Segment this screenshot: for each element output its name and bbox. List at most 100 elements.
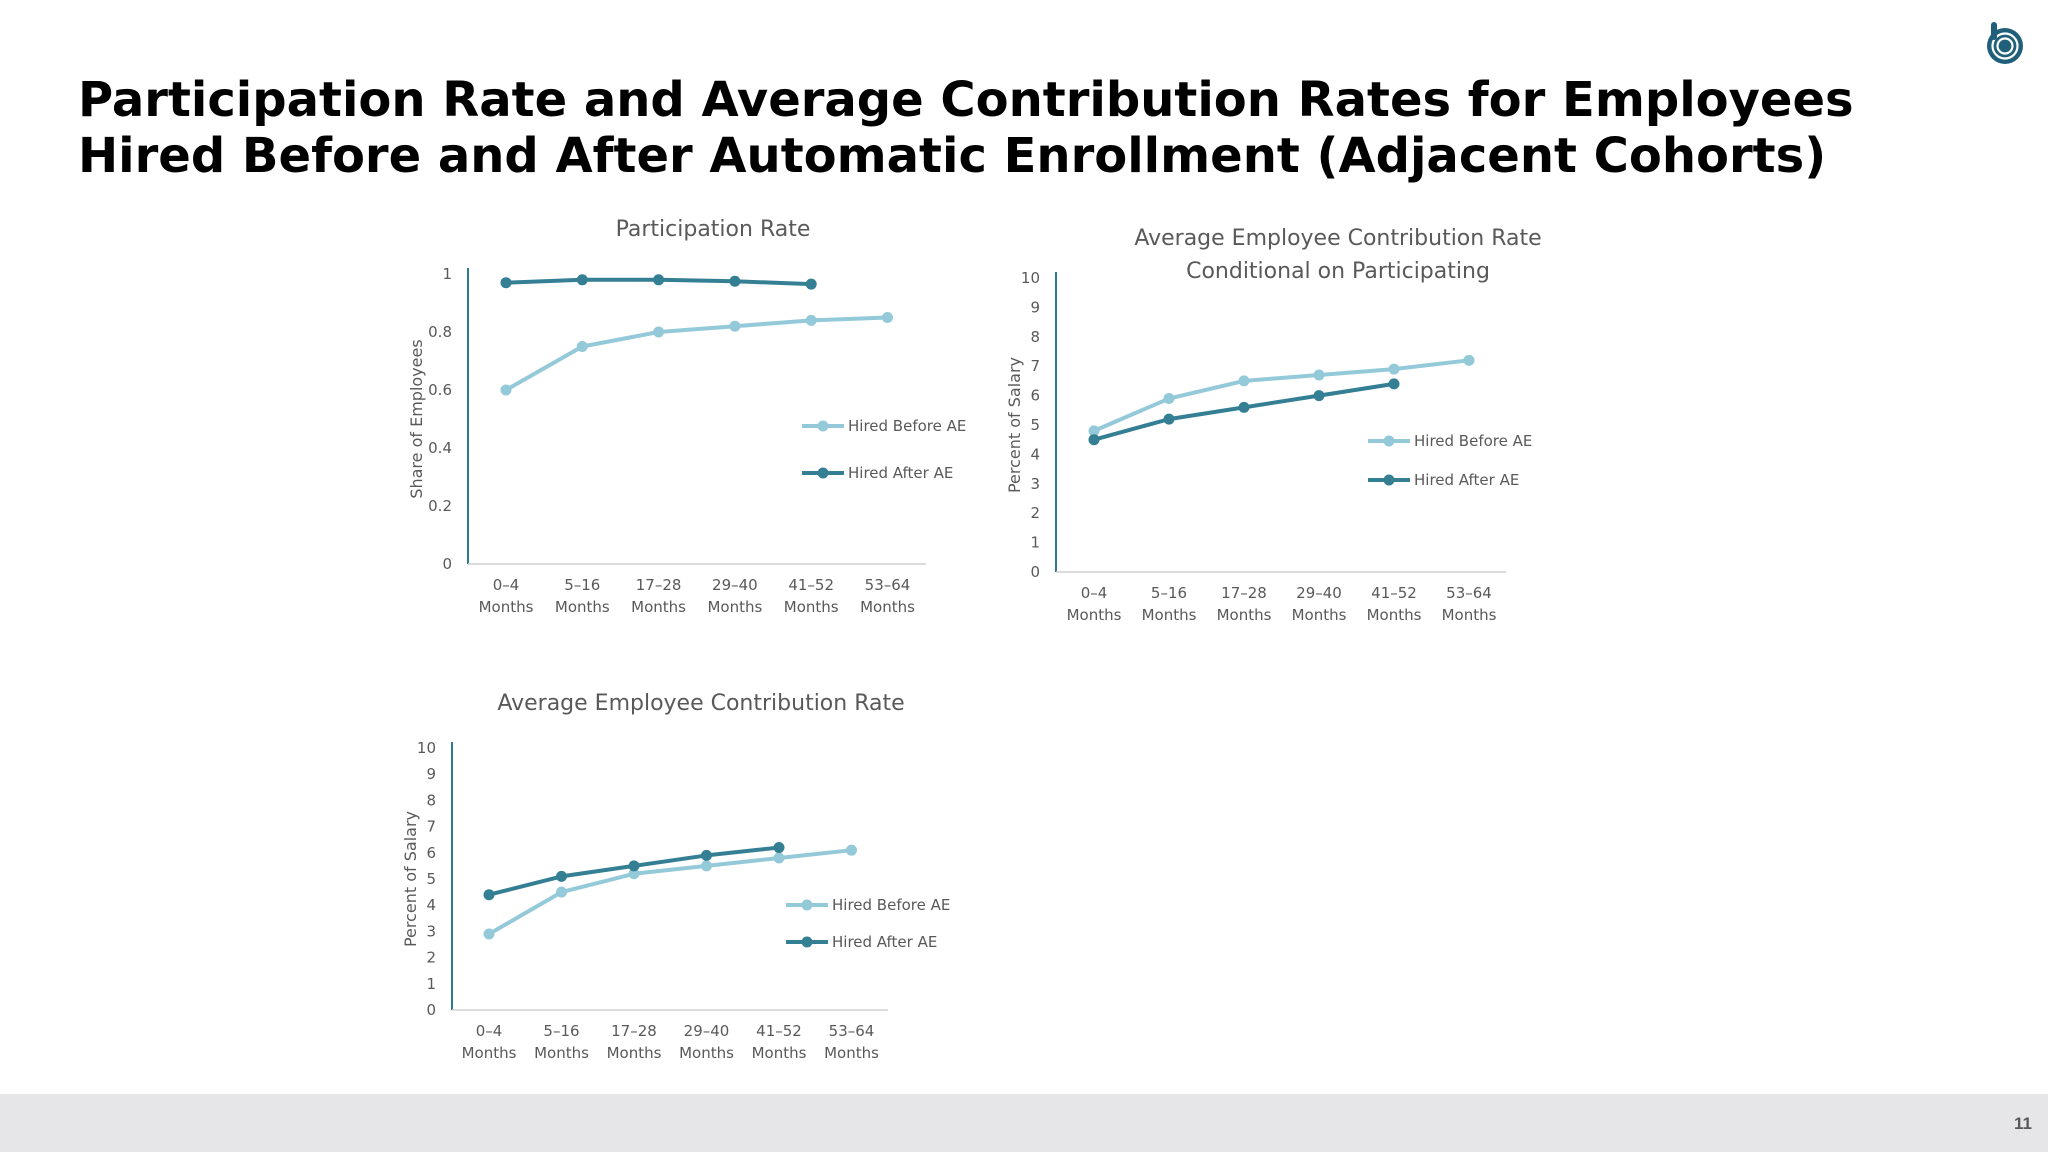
y-axis-label: Percent of Salary: [1005, 357, 1024, 493]
x-tick-label: Months: [1217, 606, 1272, 624]
contribution-conditional-chart: Average Employee Contribution Rate Condit…: [1005, 226, 1542, 624]
y-tick-label: 6: [1030, 387, 1040, 405]
data-point: [1238, 401, 1250, 413]
slide-title-line2: Hired Before and After Automatic Enrollm…: [78, 128, 1827, 184]
x-tick-label: Months: [555, 598, 610, 616]
x-tick-label: Months: [1367, 606, 1422, 624]
x-tick-label: 41–52: [788, 576, 834, 594]
data-point: [628, 868, 640, 880]
data-point: [556, 886, 567, 898]
legend-marker: [817, 467, 829, 479]
x-tick-label: Months: [607, 1044, 662, 1062]
y-tick-label: 6: [426, 844, 436, 862]
chart-title: Conditional on Participating: [1186, 259, 1490, 284]
series-line-before: [1092, 358, 1471, 433]
x-tick-label: Months: [824, 1044, 879, 1062]
y-tick-label: 0.4: [428, 439, 452, 457]
y-tick-label: 9: [426, 765, 436, 783]
y-tick-label: 4: [1030, 445, 1040, 463]
slide-title: Participation Rate and Average Contribut…: [78, 72, 1958, 184]
x-tick-label: 5–16: [1151, 584, 1187, 602]
legend-marker: [801, 936, 813, 948]
legend-label: Hired After AE: [1414, 471, 1519, 489]
y-tick-label: 0: [426, 1001, 436, 1019]
y-tick-label: 7: [1030, 357, 1040, 375]
data-point: [556, 870, 567, 882]
data-point: [483, 889, 495, 901]
x-tick-label: Months: [1067, 606, 1122, 624]
chart-title: Participation Rate: [616, 217, 811, 242]
data-point: [1088, 425, 1100, 437]
data-point: [729, 320, 741, 332]
x-tick-label: 29–40: [712, 576, 758, 594]
x-tick-label: 0–4: [493, 576, 520, 594]
x-tick-label: 0–4: [476, 1022, 503, 1040]
legend-label: Hired Before AE: [1414, 432, 1532, 450]
y-tick-label: 0.2: [428, 497, 452, 515]
x-tick-label: Months: [534, 1044, 589, 1062]
x-tick-label: Months: [479, 598, 534, 616]
data-point: [773, 852, 785, 864]
y-tick-label: 5: [426, 870, 436, 888]
page-number: 11: [2014, 1114, 2032, 1133]
legend-label: Hired After AE: [832, 933, 937, 951]
x-tick-label: 53–64: [1446, 584, 1492, 602]
data-point: [1388, 363, 1400, 375]
y-tick-label: 3: [1030, 475, 1040, 493]
data-point: [483, 928, 495, 940]
x-tick-label: Months: [679, 1044, 734, 1062]
x-tick-label: 29–40: [684, 1022, 730, 1040]
x-tick-label: Months: [707, 598, 762, 616]
participation-rate-chart: Participation Rate 0 0.2 0.4 0.6 0.8 1 Share of…: [407, 217, 966, 616]
contribution-average-chart: Average Employee Contribution Rate 0 1 2 3 4 5…: [401, 691, 950, 1062]
x-tick-label: Months: [1142, 606, 1197, 624]
data-point: [773, 842, 785, 854]
x-tick-label: 41–52: [1371, 584, 1417, 602]
data-point: [500, 384, 512, 396]
legend-marker: [817, 420, 829, 432]
x-tick-label: 41–52: [756, 1022, 802, 1040]
y-tick-label: 0: [1030, 563, 1040, 581]
x-tick-label: 17–28: [1221, 584, 1267, 602]
x-tick-label: Months: [752, 1044, 807, 1062]
slide-title-line1: Participation Rate and Average Contribut…: [78, 72, 1854, 128]
data-point: [1238, 375, 1250, 387]
y-tick-label: 8: [1030, 328, 1040, 346]
y-tick-label: 7: [426, 818, 436, 836]
y-tick-label: 10: [417, 739, 436, 757]
legend-marker: [801, 899, 813, 911]
data-point: [1388, 378, 1400, 390]
data-point: [1088, 434, 1100, 446]
x-tick-label: Months: [1442, 606, 1497, 624]
x-tick-label: Months: [860, 598, 915, 616]
data-point: [701, 860, 712, 872]
x-tick-label: 53–64: [829, 1022, 875, 1040]
series-line-before: [487, 848, 854, 937]
x-tick-label: 5–16: [543, 1022, 579, 1040]
y-tick-label: 0.8: [428, 323, 452, 341]
x-tick-label: Months: [462, 1044, 517, 1062]
y-tick-label: 1: [1030, 534, 1040, 552]
data-point: [846, 844, 857, 856]
x-tick-label: 29–40: [1296, 584, 1342, 602]
company-logo-icon: [1987, 22, 2023, 64]
footer-bar: 11: [0, 1094, 2048, 1152]
chart-title: Average Employee Contribution Rate: [497, 691, 904, 716]
chart-title: Average Employee Contribution Rate: [1134, 226, 1541, 251]
y-tick-label: 10: [1021, 269, 1040, 287]
data-point: [1463, 354, 1475, 366]
data-point: [1163, 393, 1175, 405]
data-point: [1163, 413, 1175, 425]
data-point: [805, 278, 817, 290]
data-point: [882, 312, 893, 323]
data-point: [500, 277, 512, 289]
legend-label: Hired Before AE: [832, 896, 950, 914]
legend-label: Hired After AE: [848, 464, 953, 482]
data-point: [1313, 369, 1325, 381]
data-point: [576, 341, 588, 352]
x-tick-label: 17–28: [611, 1022, 657, 1040]
data-point: [628, 860, 640, 872]
y-tick-label: 5: [1030, 416, 1040, 434]
x-tick-label: 0–4: [1081, 584, 1108, 602]
y-tick-label: 1: [426, 975, 436, 993]
